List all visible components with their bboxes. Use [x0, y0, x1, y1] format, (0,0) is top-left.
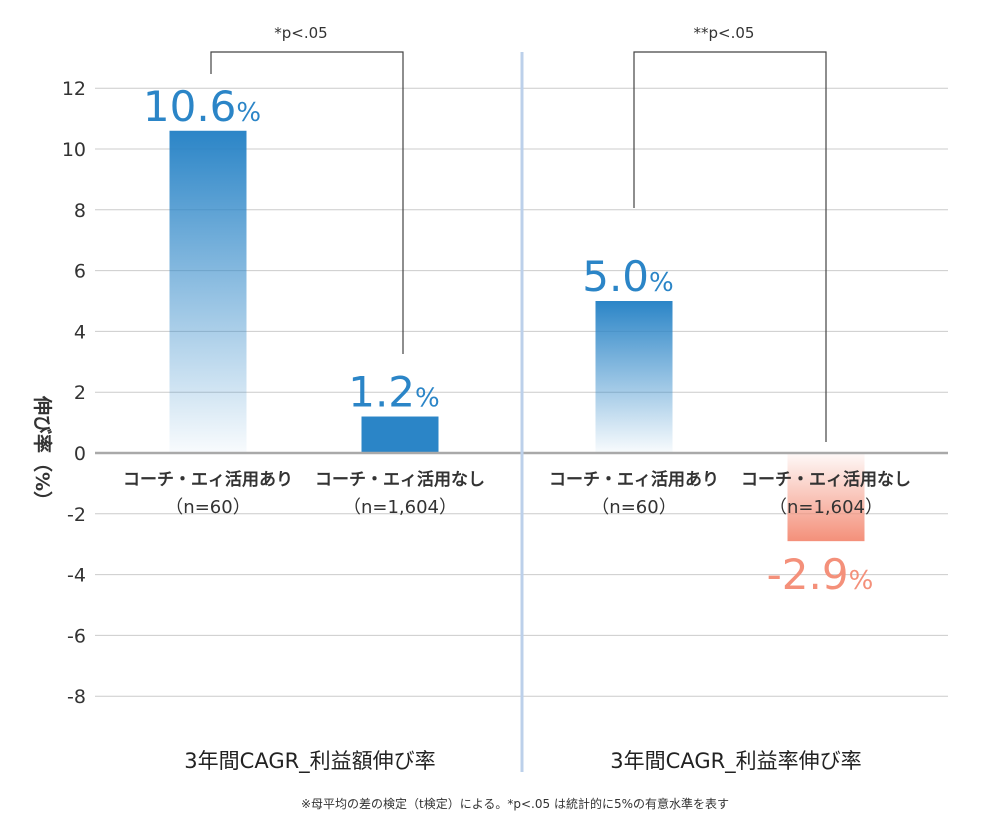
bars: [169, 130, 865, 542]
category-n-label: （n=60）: [591, 497, 676, 518]
category-label: コーチ・エィ活用なし: [315, 469, 485, 490]
bar: [169, 130, 247, 453]
y-axis-label: 伸び率（%）: [31, 395, 54, 510]
data-label: 5.0%: [582, 252, 674, 301]
category-labels: コーチ・エィ活用あり （n=60） コーチ・エィ活用なし （n=1,604） コーチ・エ…: [123, 469, 911, 518]
category-label: コーチ・エィ活用あり: [123, 469, 293, 490]
y-tick-label: 12: [62, 78, 86, 100]
category-n-label: （n=1,604）: [769, 497, 883, 518]
data-label: -2.9%: [767, 550, 874, 599]
y-tick-label: -4: [67, 565, 86, 587]
category-n-label: （n=1,604）: [343, 497, 457, 518]
y-tick-label: 0: [74, 443, 86, 465]
y-tick-label: -8: [67, 686, 86, 708]
y-tick-label: 8: [74, 200, 86, 222]
significance-bracket: [633, 51, 827, 442]
y-tick-label: 4: [74, 321, 86, 343]
category-n-label: （n=60）: [165, 497, 250, 518]
panel-titles: 3年間CAGR_利益額伸び率 3年間CAGR_利益率伸び率: [184, 749, 861, 774]
panel-title: 3年間CAGR_利益率伸び率: [610, 749, 861, 774]
y-tick-label: 6: [74, 261, 86, 283]
significance-label: *p<.05: [274, 24, 327, 42]
category-label: コーチ・エィ活用なし: [741, 469, 911, 490]
data-label: 1.2%: [348, 368, 440, 417]
y-tick-label: -2: [67, 504, 86, 526]
data-label: 10.6%: [143, 82, 261, 131]
significance-bracket: [210, 51, 404, 354]
value-labels: 10.6% 1.2% 5.0% -2.9%: [143, 82, 873, 599]
y-axis-ticks: 12 10 8 6 4 2 0 -2 -4 -6 -8: [62, 78, 86, 708]
y-tick-label: 2: [74, 382, 86, 404]
y-tick-label: 10: [62, 139, 86, 161]
bar: [787, 453, 865, 542]
y-tick-label: -6: [67, 625, 86, 647]
bar: [595, 301, 673, 453]
panel-title: 3年間CAGR_利益額伸び率: [184, 749, 435, 774]
category-label: コーチ・エィ活用あり: [549, 469, 719, 490]
significance-brackets: *p<.05 **p<.05: [210, 24, 827, 442]
footnote: ※母平均の差の検定（t検定）による。*p<.05 は統計的に5%の有意水準を表す: [301, 796, 729, 811]
bar: [361, 416, 439, 453]
significance-label: **p<.05: [694, 24, 755, 42]
